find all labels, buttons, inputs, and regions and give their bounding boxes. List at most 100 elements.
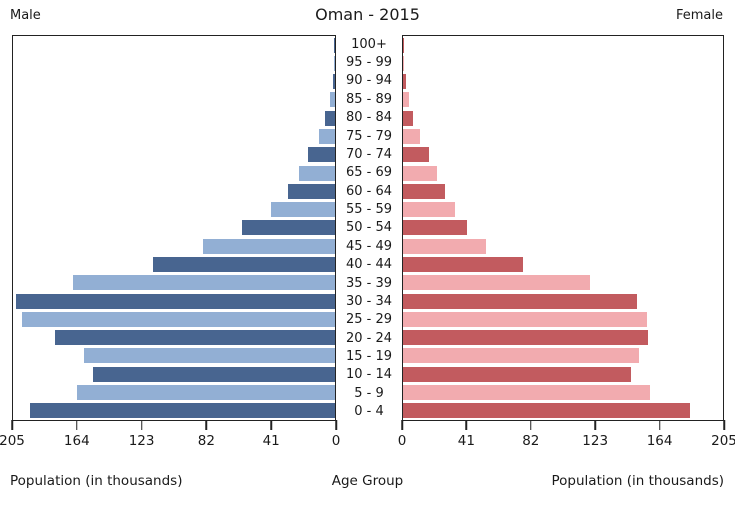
male-bar-5-9 [77,384,335,400]
tick-mark [335,420,337,430]
female-bar-20-24 [403,330,649,346]
age-group-label: 10 - 14 [345,367,393,383]
tick-mark [594,420,596,430]
female-bar-15-19 [403,348,639,364]
age-group-label: 65 - 69 [345,165,393,181]
female-bar-60-64 [403,183,446,199]
age-group-label: 55 - 59 [345,202,393,218]
female-bar-95-99 [403,55,404,71]
age-group-label: 90 - 94 [345,73,393,89]
male-bar-row [13,347,335,365]
tick-label: 205 [0,433,25,449]
male-bar-35-39 [72,275,335,291]
age-group-label: 40 - 44 [345,257,393,273]
male-bar-row [13,329,335,347]
tick-mark [270,420,272,430]
tick-mark [530,420,532,430]
male-bar-row [13,164,335,182]
male-bar-row [13,146,335,164]
female-bar-10-14 [403,366,631,382]
female-bar-80-84 [403,110,414,126]
female-bar-row [403,255,723,273]
female-bar-0-4 [403,403,691,419]
age-group-label: 5 - 9 [354,385,384,401]
tick-mark [658,420,661,430]
male-side-label: Male [10,8,41,23]
male-bar-100+ [334,37,335,53]
female-bar-65-69 [403,165,438,181]
age-group-label: 20 - 24 [345,330,393,346]
tick-mark [465,420,468,430]
female-bar-70-74 [403,147,429,163]
female-side-label: Female [675,8,723,23]
tick-label: 0 [331,433,341,449]
female-axis-tick-marks [401,420,725,431]
chart-title: Oman - 2015 [315,5,420,24]
female-bar-row [403,219,723,237]
tick-label: 82 [522,433,540,449]
male-bar-row [13,219,335,237]
female-bar-30-34 [403,293,638,309]
female-axis-tick-labels: 0 41 82 123 164 205 [398,433,735,451]
female-bar-row [403,201,723,219]
male-bar-row [13,36,335,54]
right-axis-caption: Population (in thousands) [551,473,724,489]
age-group-label: 0 - 4 [354,404,384,420]
tick-mark [140,420,143,430]
male-bar-row [13,402,335,420]
male-bar-row [13,310,335,328]
age-group-label: 70 - 74 [345,146,393,162]
tick-label: 164 [63,433,90,449]
tick-label: 41 [457,433,475,449]
male-bar-row [13,237,335,255]
female-bar-row [403,274,723,292]
tick-label: 205 [711,433,735,449]
male-bar-60-64 [287,183,335,199]
female-bar-50-54 [403,220,467,236]
male-bar-90-94 [332,74,335,90]
male-bar-25-29 [22,311,335,327]
male-bar-row [13,127,335,145]
female-bar-row [403,146,723,164]
age-group-label: 50 - 54 [345,220,393,236]
male-bar-row [13,109,335,127]
male-bar-row [13,54,335,72]
female-bar-75-79 [403,129,421,145]
female-bar-25-29 [403,311,647,327]
tick-label: 0 [397,433,407,449]
center-axis-caption: Age Group [331,473,404,489]
age-group-label: 15 - 19 [345,349,393,365]
age-group-label: 25 - 29 [345,312,393,328]
male-bar-row [13,255,335,273]
tick-label: 164 [646,433,673,449]
tick-label: 123 [582,433,609,449]
tick-mark [11,420,13,430]
age-group-label: 95 - 99 [345,55,393,71]
male-bar-row [13,292,335,310]
female-bar-row [403,383,723,401]
male-plot-area [12,35,336,421]
female-bar-row [403,73,723,91]
female-bar-row [403,109,723,127]
male-bar-30-34 [16,293,335,309]
age-group-label: 75 - 79 [345,128,393,144]
male-bar-10-14 [93,366,335,382]
female-bar-row [403,310,723,328]
female-bar-row [403,365,723,383]
age-group-label: 60 - 64 [345,183,393,199]
female-bar-row [403,292,723,310]
male-bar-15-19 [83,348,335,364]
male-bar-80-84 [324,110,335,126]
male-bar-85-89 [330,92,335,108]
age-group-label: 80 - 84 [345,110,393,126]
tick-label: 82 [197,433,215,449]
male-bar-55-59 [270,202,335,218]
female-bars [403,36,723,420]
age-group-label: 35 - 39 [345,275,393,291]
male-bar-45-49 [203,238,335,254]
female-bar-row [403,402,723,420]
female-bar-40-44 [403,257,524,273]
male-bar-row [13,274,335,292]
female-bar-row [403,347,723,365]
